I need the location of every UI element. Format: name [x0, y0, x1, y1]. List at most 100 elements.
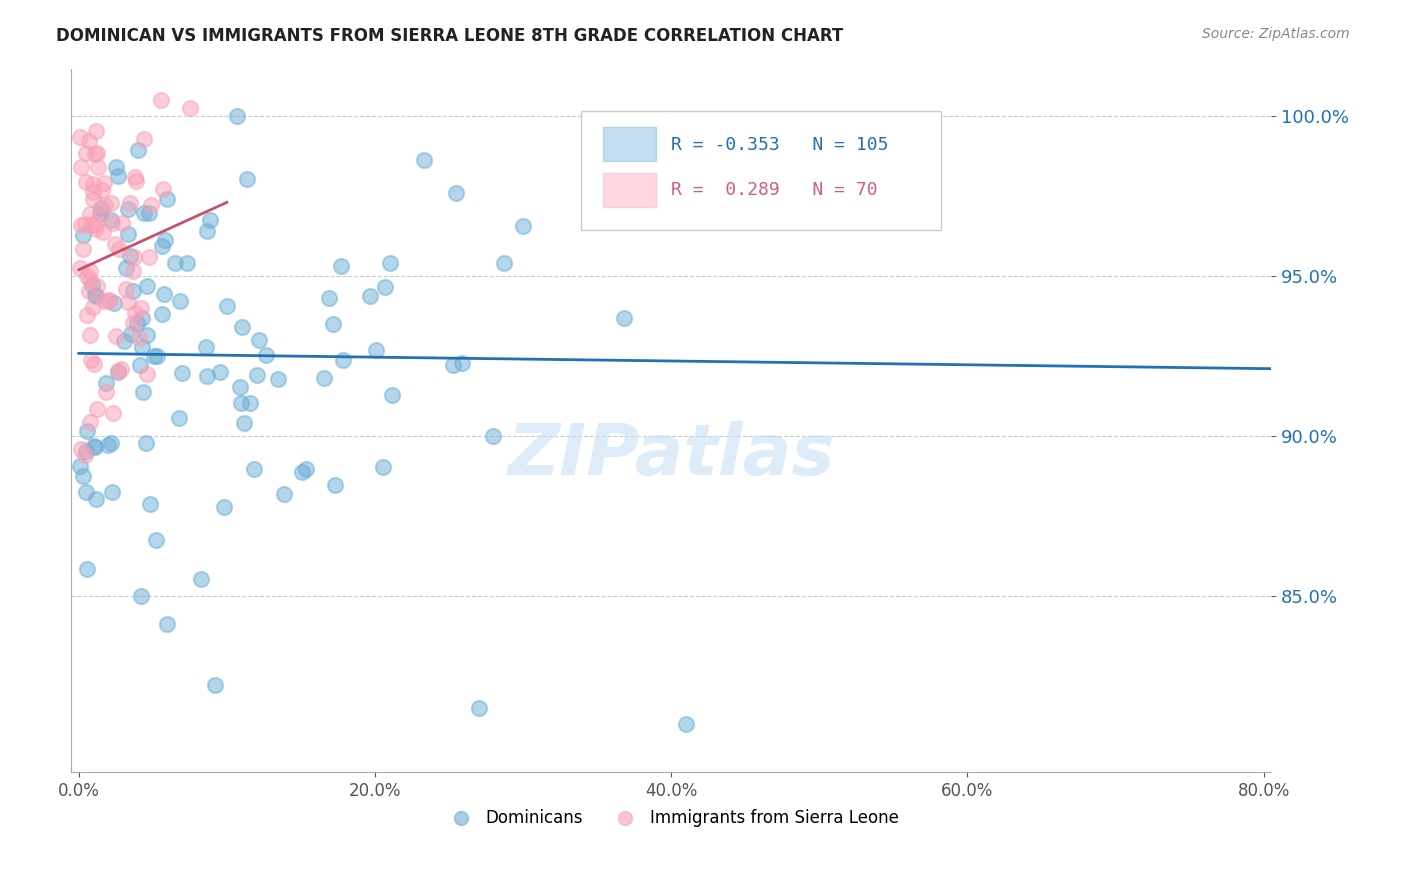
- Immigrants from Sierra Leone: [70, 218, 93, 232]
- Immigrants from Sierra Leone: [104, 328, 127, 343]
- Dominicans: [208, 365, 231, 379]
- Immigrants from Sierra Leone: [138, 251, 160, 265]
- Dominicans: [236, 172, 259, 186]
- Immigrants from Sierra Leone: [84, 219, 107, 233]
- Dominicans: [84, 289, 107, 303]
- Immigrants from Sierra Leone: [76, 268, 98, 283]
- Immigrants from Sierra Leone: [79, 207, 101, 221]
- Immigrants from Sierra Leone: [72, 242, 94, 256]
- Dominicans: [143, 349, 166, 363]
- Text: Source: ZipAtlas.com: Source: ZipAtlas.com: [1202, 27, 1350, 41]
- Immigrants from Sierra Leone: [75, 217, 97, 231]
- Dominicans: [254, 347, 277, 361]
- Dominicans: [242, 462, 264, 476]
- Dominicans: [378, 256, 401, 270]
- Dominicans: [129, 589, 152, 603]
- Dominicans: [131, 340, 153, 354]
- Immigrants from Sierra Leone: [75, 175, 97, 189]
- Immigrants from Sierra Leone: [69, 130, 91, 145]
- Immigrants from Sierra Leone: [114, 282, 136, 296]
- Dominicans: [139, 497, 162, 511]
- Dominicans: [114, 261, 136, 276]
- Immigrants from Sierra Leone: [86, 222, 108, 236]
- Immigrants from Sierra Leone: [122, 316, 145, 330]
- Immigrants from Sierra Leone: [124, 169, 146, 184]
- Legend: Dominicans, Immigrants from Sierra Leone: Dominicans, Immigrants from Sierra Leone: [437, 803, 905, 834]
- Dominicans: [100, 212, 122, 227]
- Dominicans: [84, 441, 107, 455]
- Immigrants from Sierra Leone: [120, 196, 142, 211]
- Dominicans: [100, 484, 122, 499]
- Dominicans: [613, 310, 636, 325]
- Immigrants from Sierra Leone: [82, 185, 104, 199]
- Dominicans: [512, 219, 534, 233]
- Dominicans: [239, 396, 262, 410]
- Immigrants from Sierra Leone: [107, 364, 129, 378]
- Text: R =  0.289   N = 70: R = 0.289 N = 70: [671, 181, 877, 199]
- Dominicans: [75, 485, 97, 500]
- Immigrants from Sierra Leone: [132, 131, 155, 145]
- Dominicans: [125, 316, 148, 330]
- Dominicans: [153, 233, 176, 247]
- Text: ZIPatlas: ZIPatlas: [508, 421, 835, 490]
- Immigrants from Sierra Leone: [69, 260, 91, 275]
- Immigrants from Sierra Leone: [82, 193, 104, 207]
- Dominicans: [195, 369, 218, 384]
- Immigrants from Sierra Leone: [128, 331, 150, 345]
- Immigrants from Sierra Leone: [122, 250, 145, 264]
- Dominicans: [83, 288, 105, 302]
- Immigrants from Sierra Leone: [86, 279, 108, 293]
- Immigrants from Sierra Leone: [79, 264, 101, 278]
- Immigrants from Sierra Leone: [124, 306, 146, 320]
- Dominicans: [176, 256, 198, 270]
- Immigrants from Sierra Leone: [76, 308, 98, 322]
- Dominicans: [267, 372, 290, 386]
- Dominicans: [83, 439, 105, 453]
- Dominicans: [322, 317, 344, 331]
- Dominicans: [366, 343, 388, 357]
- Immigrants from Sierra Leone: [117, 295, 139, 310]
- Immigrants from Sierra Leone: [101, 405, 124, 419]
- Dominicans: [84, 491, 107, 506]
- Immigrants from Sierra Leone: [98, 293, 121, 308]
- Dominicans: [69, 459, 91, 474]
- Immigrants from Sierra Leone: [107, 242, 129, 256]
- Dominicans: [273, 487, 295, 501]
- Dominicans: [212, 500, 235, 514]
- Dominicans: [156, 192, 179, 206]
- Dominicans: [323, 477, 346, 491]
- Dominicans: [467, 701, 489, 715]
- Immigrants from Sierra Leone: [100, 196, 122, 211]
- Dominicans: [314, 371, 336, 385]
- Immigrants from Sierra Leone: [82, 177, 104, 191]
- Dominicans: [117, 202, 139, 216]
- Dominicans: [156, 617, 179, 632]
- Text: R = -0.353   N = 105: R = -0.353 N = 105: [671, 136, 889, 153]
- Immigrants from Sierra Leone: [80, 218, 103, 232]
- Dominicans: [89, 207, 111, 221]
- Immigrants from Sierra Leone: [93, 294, 115, 309]
- Immigrants from Sierra Leone: [139, 198, 162, 212]
- FancyBboxPatch shape: [581, 111, 941, 230]
- Dominicans: [132, 205, 155, 219]
- Immigrants from Sierra Leone: [104, 236, 127, 251]
- Dominicans: [172, 366, 194, 380]
- Immigrants from Sierra Leone: [79, 272, 101, 286]
- Dominicans: [195, 340, 218, 354]
- Dominicans: [82, 278, 104, 293]
- Text: DOMINICAN VS IMMIGRANTS FROM SIERRA LEONE 8TH GRADE CORRELATION CHART: DOMINICAN VS IMMIGRANTS FROM SIERRA LEON…: [56, 27, 844, 45]
- Immigrants from Sierra Leone: [75, 146, 97, 161]
- Dominicans: [374, 280, 396, 294]
- Dominicans: [444, 186, 467, 201]
- Immigrants from Sierra Leone: [79, 328, 101, 343]
- Dominicans: [146, 349, 169, 363]
- Dominicans: [169, 294, 191, 309]
- Dominicans: [104, 160, 127, 174]
- Dominicans: [100, 436, 122, 450]
- Dominicans: [190, 572, 212, 586]
- Immigrants from Sierra Leone: [79, 353, 101, 368]
- Immigrants from Sierra Leone: [82, 300, 104, 314]
- Dominicans: [381, 388, 404, 402]
- Immigrants from Sierra Leone: [135, 367, 157, 381]
- Dominicans: [150, 307, 173, 321]
